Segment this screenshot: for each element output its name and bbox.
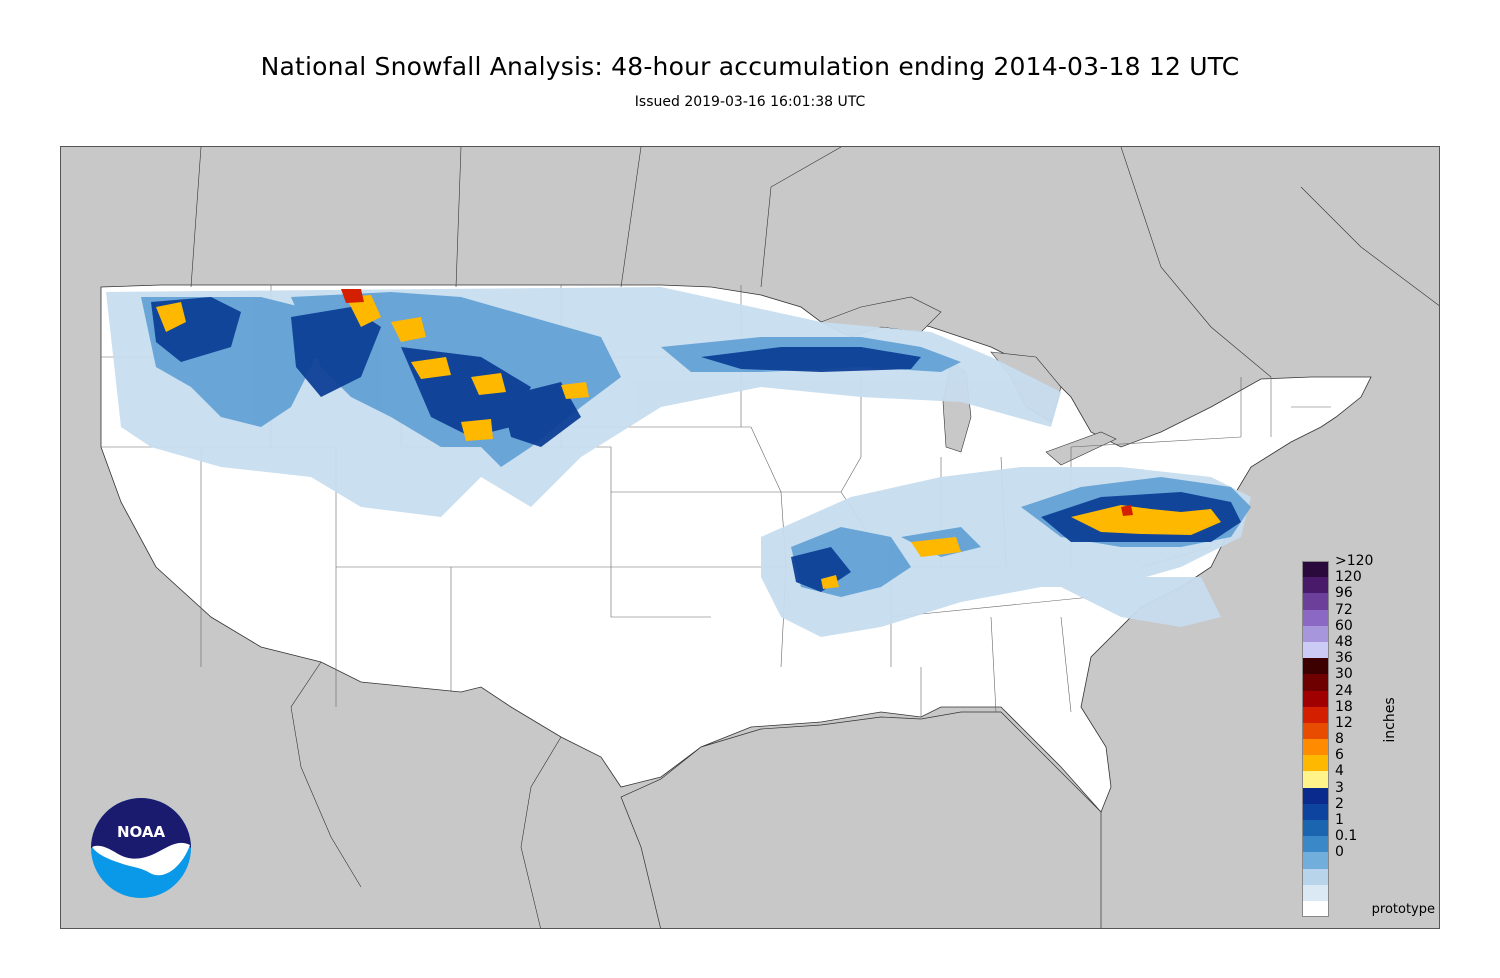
legend-swatch: [1302, 836, 1329, 853]
legend-label: 0.1: [1335, 828, 1358, 845]
legend-swatch: [1302, 706, 1329, 723]
legend-row: 120: [1302, 570, 1422, 594]
legend-units-label: inches: [1382, 697, 1398, 743]
legend-row: 36: [1302, 651, 1422, 675]
legend-label: 120: [1335, 569, 1362, 586]
snowfall-extreme: [341, 289, 1133, 516]
legend-row: 96: [1302, 586, 1422, 610]
legend-swatch: [1302, 755, 1329, 772]
legend-swatch: [1302, 609, 1329, 626]
legend-label: 8: [1335, 731, 1344, 748]
legend-row: [1302, 900, 1422, 918]
legend-row: 18: [1302, 700, 1422, 723]
legend-label: 0: [1335, 844, 1344, 861]
legend-swatch: [1302, 577, 1329, 594]
legend-swatch: [1302, 739, 1329, 756]
legend-row: >120: [1302, 554, 1422, 578]
legend-label: 24: [1335, 682, 1353, 699]
legend-row: 24: [1302, 684, 1422, 707]
issued-timestamp: Issued 2019-03-16 16:01:38 UTC: [634, 94, 866, 110]
legend-swatch: [1302, 900, 1329, 918]
legend-label: 30: [1335, 666, 1353, 683]
legend-row: [1302, 884, 1422, 901]
snowfall-legend: >120 120 96 72 60 48 36 30 24 18 12 8 6 …: [1302, 554, 1422, 918]
legend-swatch: [1302, 884, 1329, 901]
legend-row: 30: [1302, 667, 1422, 691]
legend-swatch: [1302, 852, 1329, 869]
logo-text: NOAA: [117, 823, 166, 841]
legend-swatch: [1302, 787, 1329, 804]
legend-row: 2: [1302, 797, 1422, 820]
legend-swatch: [1302, 771, 1329, 788]
snowfall-very-heavy: [156, 295, 1221, 589]
legend-row: 72: [1302, 603, 1422, 626]
legend-label: 36: [1335, 650, 1353, 667]
legend-label: 3: [1335, 779, 1344, 796]
legend-label: >120: [1335, 553, 1374, 569]
legend-row: 0.1: [1302, 829, 1422, 853]
legend-label: 1: [1335, 812, 1344, 828]
legend-swatch: [1302, 641, 1329, 659]
legend-row: 12: [1302, 716, 1422, 740]
legend-swatch: [1302, 561, 1329, 578]
legend-row: 3: [1302, 781, 1422, 804]
legend-row: 48: [1302, 635, 1422, 659]
snowfall-map[interactable]: [60, 146, 1440, 929]
legend-swatch: [1302, 593, 1329, 610]
prototype-watermark: prototype: [1371, 902, 1435, 917]
legend-row: 8: [1302, 732, 1422, 756]
legend-label: 4: [1335, 763, 1344, 780]
legend-label: 48: [1335, 633, 1353, 650]
legend-row: 4: [1302, 764, 1422, 788]
legend-label: 72: [1335, 601, 1353, 618]
legend-swatch: [1302, 625, 1329, 642]
legend-label: 18: [1335, 698, 1353, 715]
legend-swatch: [1302, 674, 1329, 691]
legend-swatch: [1302, 820, 1329, 837]
legend-swatch: [1302, 690, 1329, 707]
legend-label: 2: [1335, 795, 1344, 812]
legend-label: 96: [1335, 585, 1353, 602]
legend-swatch: [1302, 868, 1329, 885]
map-title: National Snowfall Analysis: 48-hour accu…: [260, 52, 1240, 81]
legend-row: 0: [1302, 845, 1422, 869]
legend-row: 60: [1302, 619, 1422, 642]
legend-swatch: [1302, 722, 1329, 740]
legend-label: 12: [1335, 714, 1353, 731]
map-canvas: [61, 147, 1439, 928]
legend-row: 1: [1302, 813, 1422, 837]
legend-swatch: [1302, 803, 1329, 820]
legend-swatch: [1302, 658, 1329, 675]
lake-erie: [1045, 431, 1117, 466]
gulf-of-mexico: [620, 711, 1102, 928]
legend-label: 60: [1335, 617, 1353, 634]
noaa-logo: NOAA: [91, 798, 191, 898]
legend-row: [1302, 868, 1422, 885]
legend-label: 6: [1335, 747, 1344, 764]
legend-row: 6: [1302, 748, 1422, 772]
